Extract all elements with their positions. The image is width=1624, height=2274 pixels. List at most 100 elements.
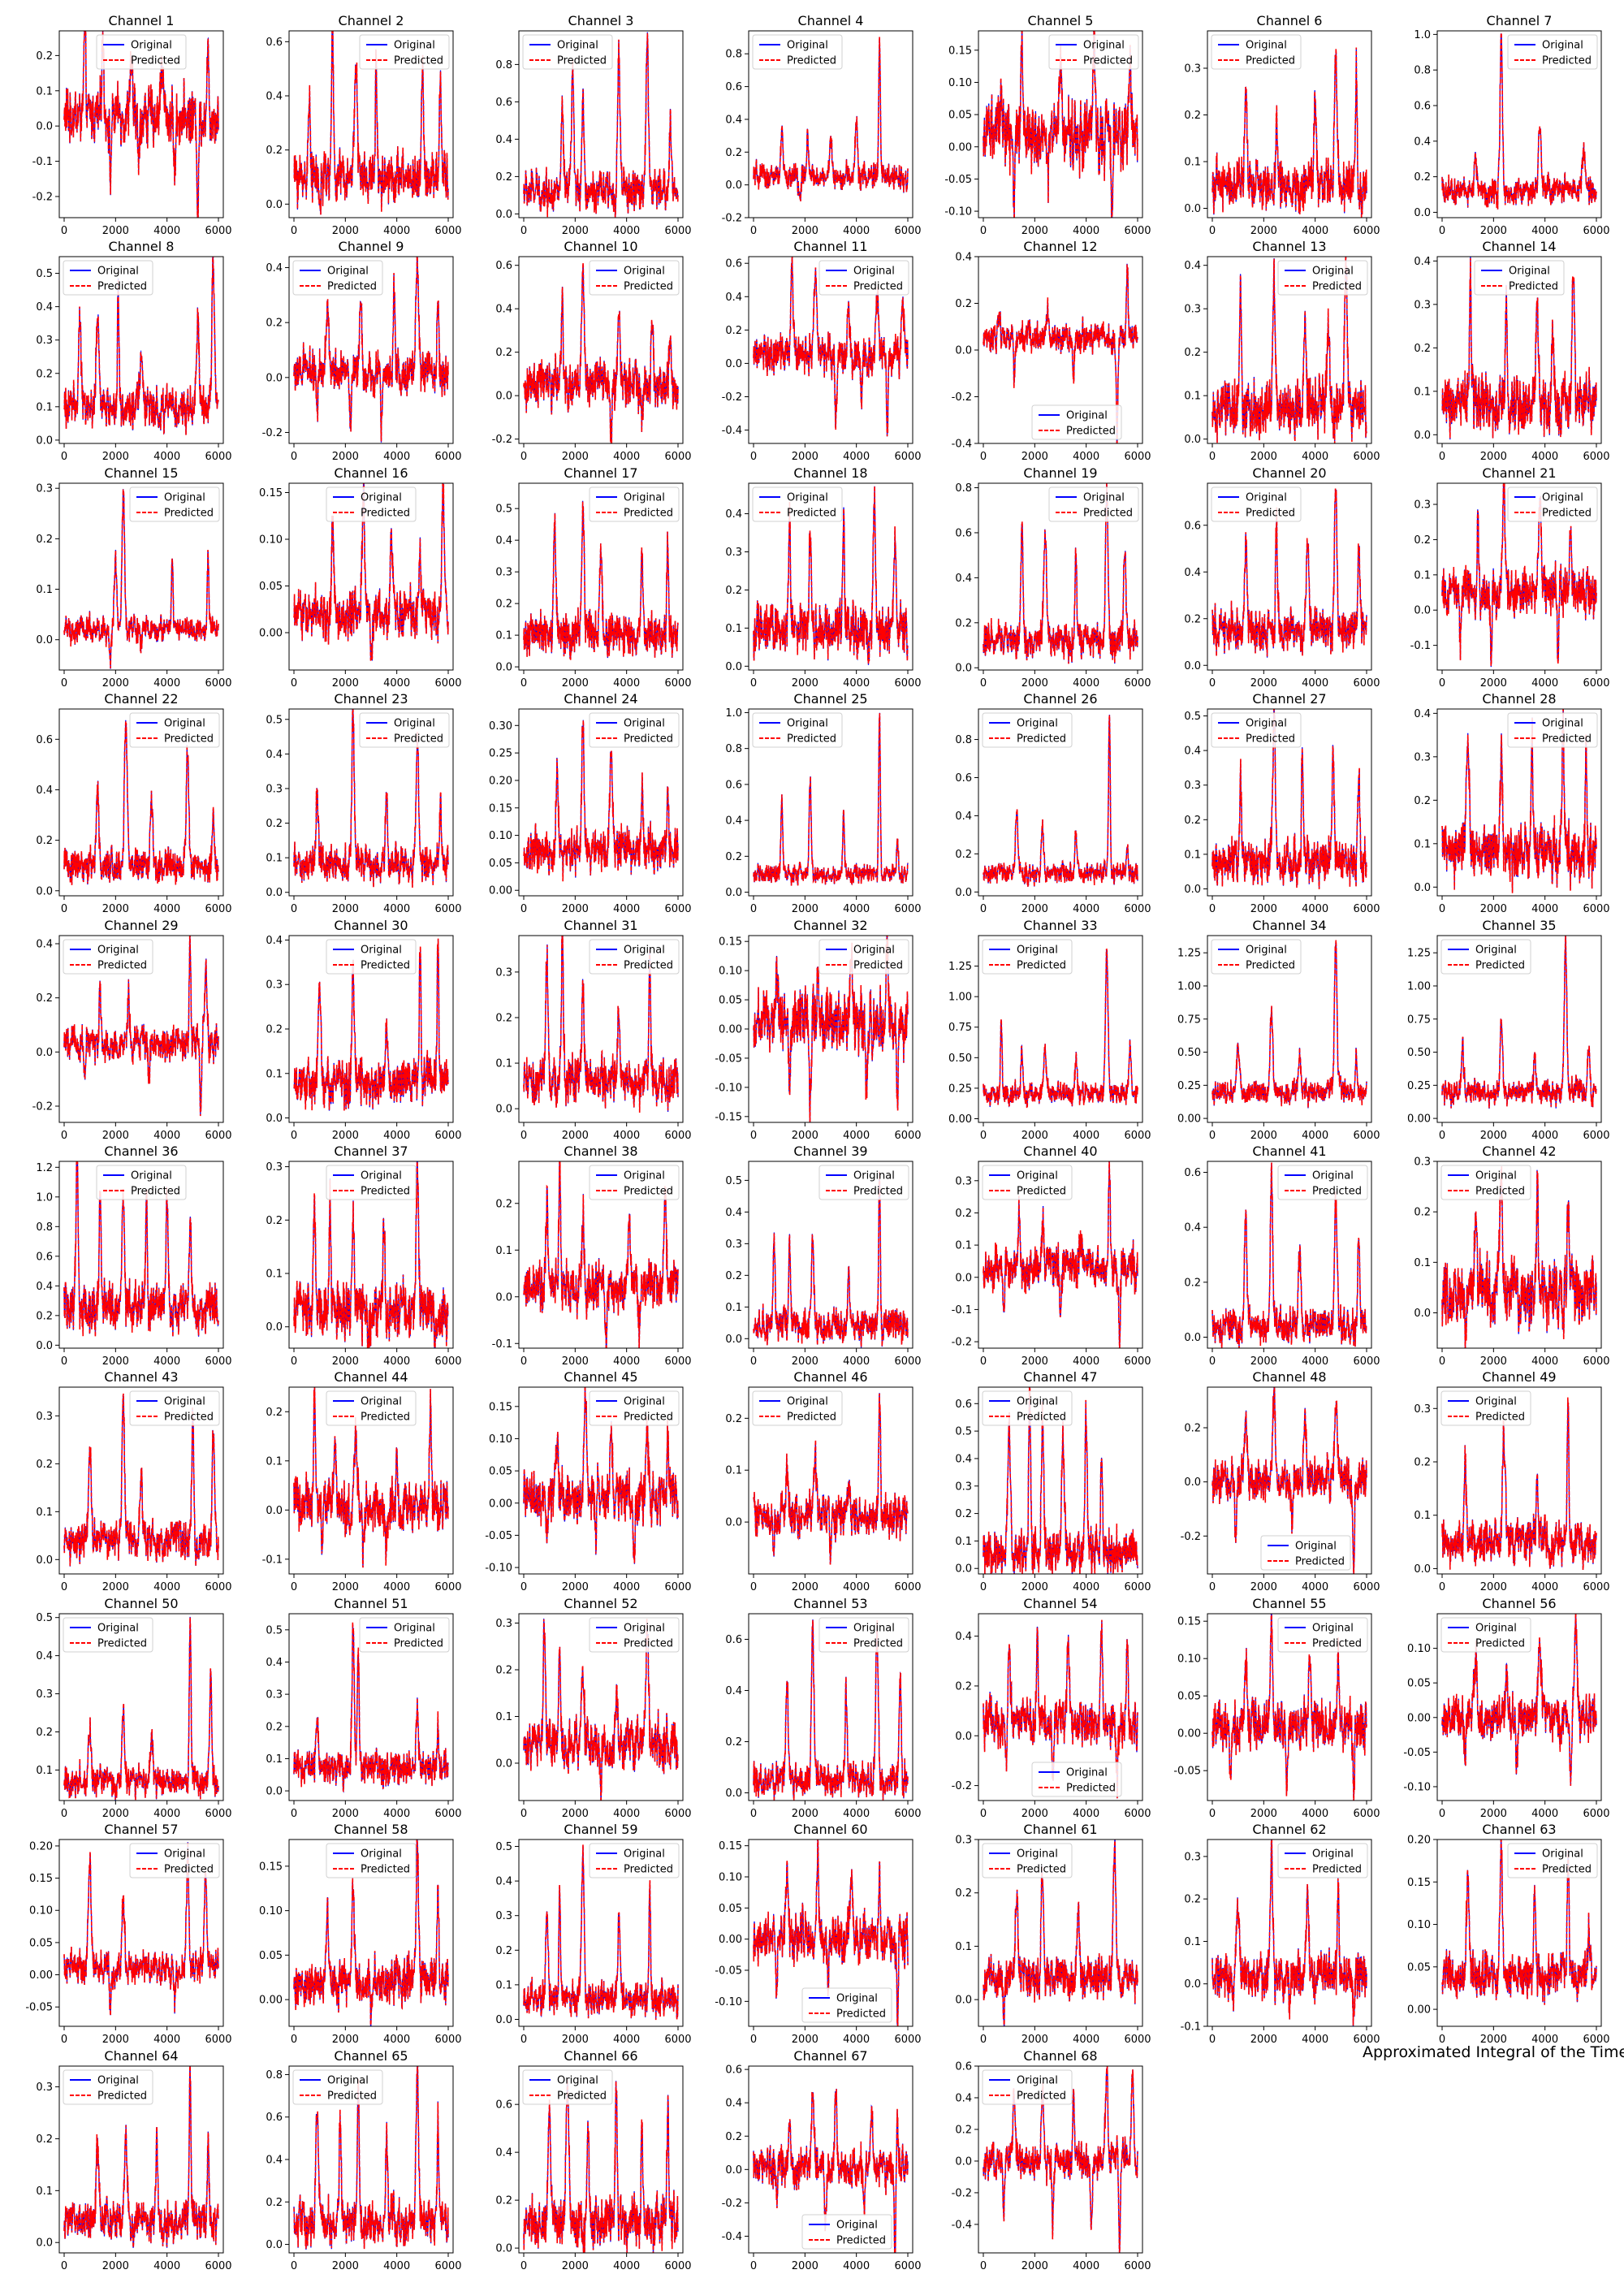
x-tick-label: 6000 bbox=[664, 2034, 691, 2046]
legend-label-predicted: Predicted bbox=[624, 1638, 673, 1650]
y-tick-label: 0.50 bbox=[1407, 1047, 1431, 1059]
y-tick-label: 0.3 bbox=[495, 1910, 512, 1922]
x-tick-label: 0 bbox=[1439, 451, 1445, 463]
x-tick-label: 0 bbox=[1209, 225, 1216, 237]
x-tick-label: 6000 bbox=[205, 1581, 231, 1593]
x-tick-label: 0 bbox=[61, 1581, 67, 1593]
y-tick-label: 0.1 bbox=[266, 853, 283, 865]
legend-box bbox=[589, 939, 680, 975]
x-tick-label: 6000 bbox=[1583, 903, 1609, 915]
legend-box bbox=[1048, 34, 1139, 70]
y-tick-label: 0.4 bbox=[495, 535, 512, 547]
x-tick-label: 4000 bbox=[1531, 2034, 1558, 2046]
legend-label-original: Original bbox=[1246, 718, 1287, 730]
y-tick-label: 0.00 bbox=[489, 885, 512, 897]
subplot-channel-39: Channel 39 0 2000 4000 6000 0.0 0.1 0.2 0.3 0.4 0.… bbox=[725, 1143, 921, 1368]
subplot-channel-22: Channel 22 0 2000 4000 6000 0.0 0.2 0.4 0.6 Origi… bbox=[36, 691, 231, 915]
x-tick-label: 2000 bbox=[1021, 2260, 1048, 2272]
x-tick-label: 6000 bbox=[894, 1355, 921, 1368]
y-tick-label: 0.5 bbox=[36, 1612, 53, 1624]
legend-label-predicted: Predicted bbox=[1475, 1186, 1525, 1198]
x-tick-label: 0 bbox=[750, 903, 757, 915]
subplot-channel-40: Channel 40 0 2000 4000 6000 -0.2 -0.1 0.0 0.1 0.2… bbox=[952, 1143, 1151, 1368]
y-tick-label: -0.1 bbox=[492, 1338, 512, 1351]
legend-box bbox=[752, 486, 843, 522]
legend: Original Predicted bbox=[1211, 486, 1302, 522]
legend-label-original: Original bbox=[1066, 1767, 1108, 1779]
legend-box bbox=[1507, 712, 1598, 748]
y-tick-label: 0.2 bbox=[36, 1310, 53, 1322]
subplot-channel-41: Channel 41 0 2000 4000 6000 0.0 0.2 0.4 0.6 Origi… bbox=[1184, 1143, 1380, 1368]
x-tick-label: 6000 bbox=[205, 451, 231, 463]
legend-box bbox=[1211, 712, 1302, 748]
legend-box bbox=[522, 2069, 613, 2105]
x-tick-label: 6000 bbox=[205, 225, 231, 237]
subplot-title: Channel 44 bbox=[334, 1369, 408, 1385]
x-tick-label: 4000 bbox=[1302, 1581, 1328, 1593]
y-tick-label: 0.5 bbox=[266, 714, 283, 726]
subplot-channel-28: Channel 28 0 2000 4000 6000 0.0 0.1 0.2 0.3 0.4 Or… bbox=[1414, 691, 1609, 915]
x-tick-label: 6000 bbox=[1353, 1808, 1380, 1820]
legend: Original Predicted bbox=[801, 2214, 892, 2250]
x-tick-label: 2000 bbox=[332, 225, 359, 237]
y-tick-label: 0.4 bbox=[725, 1685, 742, 1697]
x-tick-label: 0 bbox=[1209, 677, 1216, 690]
x-tick-label: 6000 bbox=[1583, 451, 1609, 463]
series-predicted-line bbox=[1441, 1397, 1597, 1571]
subplot-title: Channel 34 bbox=[1252, 918, 1326, 933]
legend-label-original: Original bbox=[787, 40, 828, 52]
y-tick-label: 0.05 bbox=[1177, 1691, 1201, 1703]
subplot-channel-55: Channel 55 0 2000 4000 6000 -0.05 0.00 0.05 0.10… bbox=[1173, 1596, 1380, 1820]
legend: Original Predicted bbox=[589, 939, 680, 975]
legend-box bbox=[326, 1843, 417, 1878]
legend-label-predicted: Predicted bbox=[624, 1412, 673, 1424]
subplot-title: Channel 23 bbox=[334, 691, 408, 707]
y-tick-label: -0.1 bbox=[1410, 640, 1431, 652]
y-tick-label: -0.05 bbox=[25, 2002, 53, 2014]
subplot-title: Channel 45 bbox=[564, 1369, 637, 1385]
y-tick-label: 0.05 bbox=[719, 995, 742, 1007]
series-predicted-line bbox=[63, 31, 219, 218]
legend-label-predicted: Predicted bbox=[361, 508, 410, 520]
subplot-channel-20: Channel 20 0 2000 4000 6000 0.0 0.2 0.4 0.6 Origi… bbox=[1184, 465, 1380, 690]
y-tick-label: 0.3 bbox=[1414, 299, 1431, 311]
y-tick-label: 0.15 bbox=[1177, 1616, 1201, 1628]
y-tick-label: -0.10 bbox=[715, 1996, 742, 2008]
subplot-title: Channel 47 bbox=[1023, 1369, 1097, 1385]
subplot-channel-59: Channel 59 0 2000 4000 6000 0.0 0.1 0.2 0.3 0.4 0.… bbox=[495, 1822, 691, 2046]
y-tick-label: 0.10 bbox=[1177, 1654, 1201, 1666]
y-tick-label: 0.2 bbox=[495, 2195, 512, 2207]
series-predicted-line bbox=[293, 1387, 449, 1568]
subplot-channel-67: Channel 67 0 2000 4000 6000 -0.4 -0.2 0.0 0.2 0.4… bbox=[722, 2048, 922, 2272]
axes-frame bbox=[288, 1839, 454, 2027]
x-tick-label: 6000 bbox=[894, 2034, 921, 2046]
y-tick-label: 0.15 bbox=[29, 1873, 53, 1885]
y-tick-label: 0.10 bbox=[29, 1905, 53, 1917]
y-tick-label: 0.0 bbox=[725, 1788, 742, 1800]
legend-label-predicted: Predicted bbox=[97, 960, 147, 972]
series-predicted-line bbox=[1212, 940, 1367, 1109]
y-tick-label: 0.4 bbox=[1184, 260, 1201, 272]
x-tick-label: 2000 bbox=[1480, 903, 1507, 915]
y-tick-label: 0.05 bbox=[29, 1937, 53, 1949]
legend: Original Predicted bbox=[63, 260, 153, 296]
legend: Original Predicted bbox=[63, 2069, 153, 2105]
y-tick-label: -0.2 bbox=[32, 191, 53, 203]
subplot-channel-27: Channel 27 0 2000 4000 6000 0.0 0.1 0.2 0.3 0.4 0.… bbox=[1184, 691, 1380, 915]
legend: Original Predicted bbox=[522, 2069, 613, 2105]
y-tick-label: 0.1 bbox=[725, 1302, 742, 1314]
y-tick-label: -0.05 bbox=[944, 174, 972, 186]
series-predicted-line bbox=[753, 2089, 909, 2253]
y-tick-label: 0.20 bbox=[29, 1840, 53, 1852]
legend-label-predicted: Predicted bbox=[1312, 1638, 1362, 1650]
y-tick-label: 0.6 bbox=[1184, 1167, 1201, 1179]
legend: Original Predicted bbox=[801, 1987, 892, 2023]
series-predicted-line bbox=[523, 1387, 679, 1563]
x-tick-label: 2000 bbox=[332, 2034, 359, 2046]
legend-box bbox=[326, 1390, 417, 1426]
legend-box bbox=[1440, 1165, 1531, 1200]
x-tick-label: 4000 bbox=[843, 1581, 870, 1593]
series-predicted-line bbox=[983, 1619, 1138, 1799]
legend-box bbox=[292, 2069, 383, 2105]
x-tick-label: 0 bbox=[980, 451, 987, 463]
